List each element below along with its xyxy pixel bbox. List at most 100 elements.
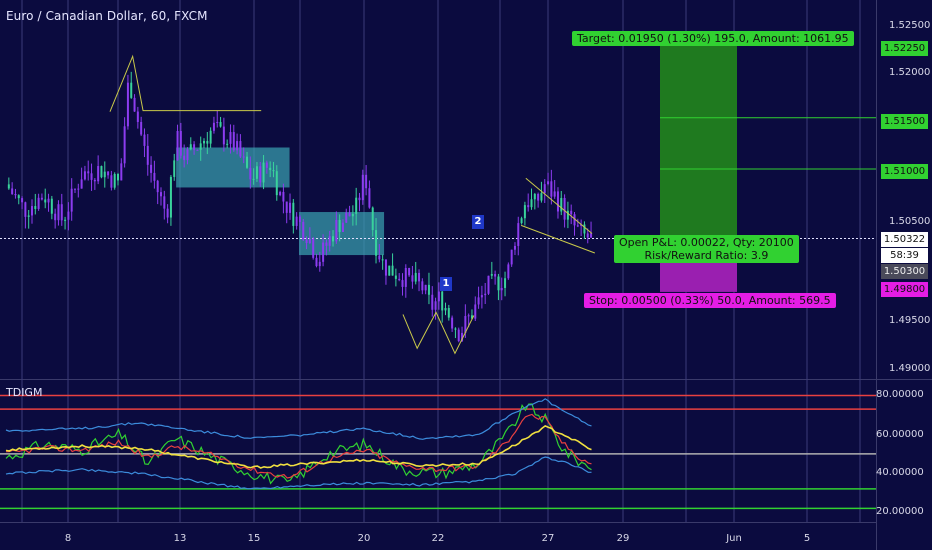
candle-body bbox=[70, 188, 73, 212]
candle-body bbox=[199, 143, 202, 150]
candle-body bbox=[454, 328, 457, 330]
price-tag-last: 1.50322 bbox=[881, 232, 928, 247]
candle-body bbox=[21, 198, 24, 203]
candle-body bbox=[570, 210, 573, 215]
candle-body bbox=[275, 171, 278, 196]
time-tick: Jun bbox=[726, 533, 742, 544]
candle-body bbox=[50, 198, 53, 214]
stop-label: Stop: 0.00500 (0.33%) 50.0, Amount: 569.… bbox=[584, 293, 836, 308]
candle-body bbox=[262, 162, 265, 183]
candle-body bbox=[375, 230, 378, 256]
candle-body bbox=[384, 259, 387, 276]
candle-body bbox=[381, 259, 384, 261]
candle-body bbox=[150, 164, 153, 173]
candle-body bbox=[520, 218, 523, 224]
candle-body bbox=[11, 188, 14, 194]
candle-body bbox=[140, 121, 143, 135]
candle-body bbox=[120, 163, 123, 181]
candle-body bbox=[100, 166, 103, 178]
candle-body bbox=[113, 173, 116, 188]
pattern-point-2: 2 bbox=[472, 215, 484, 229]
candle-body bbox=[590, 233, 593, 238]
candle-body bbox=[285, 201, 288, 213]
candle-body bbox=[67, 211, 70, 220]
candle-body bbox=[117, 173, 120, 181]
candle-body bbox=[24, 202, 27, 217]
consolidation-box bbox=[176, 147, 290, 188]
candle-body bbox=[332, 236, 335, 242]
candle-body bbox=[160, 192, 163, 197]
candle-body bbox=[93, 179, 96, 182]
candle-body bbox=[391, 265, 394, 276]
candle-body bbox=[401, 280, 404, 287]
candle-body bbox=[437, 291, 440, 302]
candle-body bbox=[467, 315, 470, 317]
candle-body bbox=[398, 278, 401, 281]
candle-body bbox=[226, 143, 229, 145]
candle-body bbox=[312, 238, 315, 258]
candle-body bbox=[341, 222, 344, 232]
candle-body bbox=[504, 278, 507, 288]
candle-body bbox=[166, 208, 169, 218]
candle-body bbox=[146, 145, 149, 165]
candle-body bbox=[259, 166, 262, 183]
time-tick: 22 bbox=[431, 533, 445, 544]
candle-body bbox=[206, 140, 209, 144]
candle-body bbox=[229, 132, 232, 144]
candle-body bbox=[348, 212, 351, 217]
candle-body bbox=[563, 197, 566, 220]
bar-countdown: 58:39 bbox=[881, 248, 928, 263]
time-tick: 27 bbox=[541, 533, 555, 544]
candle-body bbox=[136, 111, 139, 122]
candle-body bbox=[40, 197, 43, 200]
candle-body bbox=[523, 205, 526, 219]
candle-body bbox=[583, 224, 586, 234]
price-tag-entry: 1.50300 bbox=[881, 264, 928, 279]
candle-body bbox=[17, 195, 20, 199]
candle-body bbox=[298, 216, 301, 222]
candle-body bbox=[414, 272, 417, 282]
candle-body bbox=[83, 171, 86, 180]
candle-body bbox=[196, 149, 199, 151]
candle-body bbox=[47, 198, 50, 203]
candle-body bbox=[431, 294, 434, 310]
candle-body bbox=[378, 255, 381, 260]
wedge-upper-line bbox=[525, 177, 593, 234]
candle-body bbox=[302, 221, 305, 240]
candle-body bbox=[163, 196, 166, 209]
candle-body bbox=[566, 210, 569, 220]
candle-body bbox=[355, 197, 358, 214]
candle-body bbox=[490, 274, 493, 276]
candle-body bbox=[338, 219, 341, 232]
candle-body bbox=[550, 181, 553, 197]
candle-body bbox=[239, 141, 242, 157]
candle-body bbox=[193, 144, 196, 150]
candle-body bbox=[77, 188, 80, 190]
candle-body bbox=[507, 264, 510, 279]
candle-body bbox=[249, 167, 252, 180]
candle-body bbox=[246, 156, 249, 168]
candle-body bbox=[110, 175, 113, 188]
candle-body bbox=[87, 171, 90, 174]
candle-body bbox=[30, 206, 33, 216]
candle-body bbox=[279, 191, 282, 196]
candle-body bbox=[451, 317, 454, 329]
candle-body bbox=[576, 225, 579, 227]
symbol-title[interactable]: Euro / Canadian Dollar, 60, FXCM bbox=[6, 9, 208, 23]
indicator-title[interactable]: TDIGM bbox=[6, 386, 43, 399]
candle-body bbox=[434, 301, 437, 310]
candle-body bbox=[203, 140, 206, 144]
price-tick: 1.49000 bbox=[889, 363, 931, 374]
candle-body bbox=[80, 179, 83, 189]
candle-body bbox=[427, 284, 430, 295]
candle-body bbox=[464, 316, 467, 333]
indicator-tick: 60.00000 bbox=[876, 429, 924, 440]
candle-body bbox=[90, 173, 93, 180]
candle-body bbox=[64, 219, 67, 221]
candle-body bbox=[580, 224, 583, 226]
candle-body bbox=[361, 174, 364, 201]
pattern-point-1: 1 bbox=[440, 277, 452, 291]
candle-body bbox=[97, 166, 100, 182]
